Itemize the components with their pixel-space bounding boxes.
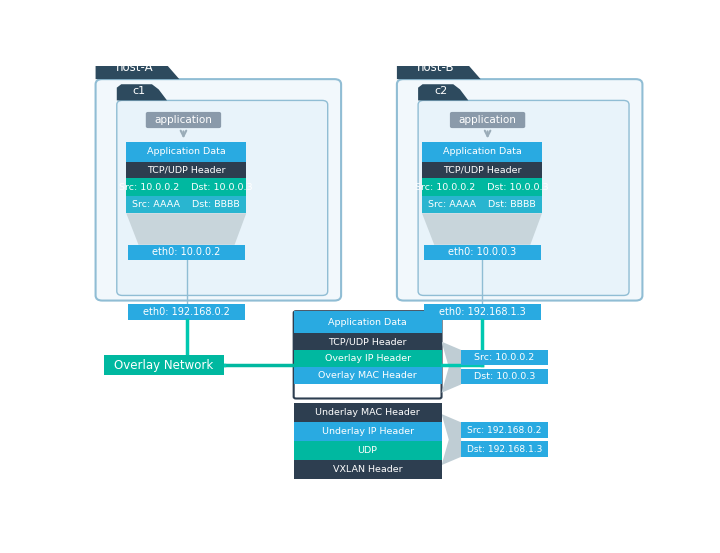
- Bar: [126, 179, 246, 196]
- FancyBboxPatch shape: [294, 311, 441, 399]
- Bar: [126, 162, 246, 179]
- Bar: [294, 403, 441, 422]
- Bar: [461, 369, 547, 384]
- Bar: [423, 245, 541, 260]
- Text: Src: AAAA    Dst: BBBB: Src: AAAA Dst: BBBB: [428, 200, 536, 209]
- Bar: [461, 441, 547, 457]
- Text: application: application: [459, 115, 516, 125]
- Text: eth0: 192.168.0.2: eth0: 192.168.0.2: [143, 307, 230, 317]
- Text: VXLAN Header: VXLAN Header: [333, 465, 402, 474]
- Bar: [422, 142, 542, 162]
- Bar: [461, 422, 547, 437]
- Bar: [461, 350, 547, 366]
- Text: eth0: 192.168.1.3: eth0: 192.168.1.3: [439, 307, 526, 317]
- Polygon shape: [441, 414, 461, 465]
- Text: Dst: 192.168.1.3: Dst: 192.168.1.3: [467, 445, 542, 453]
- Polygon shape: [126, 213, 246, 245]
- Bar: [126, 142, 246, 162]
- Bar: [294, 311, 441, 333]
- Bar: [128, 245, 245, 260]
- Bar: [422, 179, 542, 196]
- Bar: [294, 333, 441, 351]
- Text: Src: 192.168.0.2: Src: 192.168.0.2: [467, 425, 541, 435]
- Bar: [126, 196, 246, 213]
- Text: Application Data: Application Data: [443, 148, 521, 156]
- Text: Dst: 10.0.0.3: Dst: 10.0.0.3: [474, 372, 535, 381]
- FancyBboxPatch shape: [117, 101, 328, 295]
- Polygon shape: [96, 59, 179, 79]
- FancyBboxPatch shape: [397, 79, 642, 301]
- Text: eth0: 10.0.0.2: eth0: 10.0.0.2: [153, 247, 221, 258]
- Polygon shape: [117, 84, 167, 101]
- Text: Application Data: Application Data: [147, 148, 225, 156]
- Bar: [422, 162, 542, 179]
- Text: Underlay MAC Header: Underlay MAC Header: [315, 408, 420, 417]
- Polygon shape: [418, 84, 468, 101]
- Bar: [294, 441, 441, 460]
- FancyBboxPatch shape: [418, 101, 629, 295]
- FancyBboxPatch shape: [96, 79, 341, 301]
- Bar: [294, 351, 441, 367]
- Text: host-B: host-B: [417, 61, 455, 74]
- Text: Underlay IP Header: Underlay IP Header: [322, 427, 414, 436]
- Text: c1: c1: [132, 86, 146, 96]
- Text: Overlay IP Header: Overlay IP Header: [325, 354, 410, 363]
- Text: TCP/UDP Header: TCP/UDP Header: [147, 166, 225, 175]
- Bar: [104, 356, 224, 375]
- Text: eth0: 10.0.0.3: eth0: 10.0.0.3: [448, 247, 516, 258]
- Bar: [423, 304, 541, 320]
- Polygon shape: [397, 59, 481, 79]
- Text: TCP/UDP Header: TCP/UDP Header: [443, 166, 521, 175]
- Text: Overlay Network: Overlay Network: [114, 359, 214, 372]
- Bar: [294, 460, 441, 479]
- Text: application: application: [155, 115, 212, 125]
- Bar: [294, 367, 441, 384]
- Text: Src: AAAA    Dst: BBBB: Src: AAAA Dst: BBBB: [132, 200, 240, 209]
- Bar: [294, 422, 441, 441]
- Bar: [128, 304, 245, 320]
- Text: Src: 10.0.0.2    Dst: 10.0.0.3: Src: 10.0.0.2 Dst: 10.0.0.3: [120, 183, 253, 192]
- Text: Src: 10.0.0.2    Dst: 10.0.0.3: Src: 10.0.0.2 Dst: 10.0.0.3: [415, 183, 549, 192]
- FancyBboxPatch shape: [145, 112, 221, 128]
- Text: c2: c2: [434, 86, 447, 96]
- Text: Src: 10.0.0.2: Src: 10.0.0.2: [474, 353, 534, 362]
- Polygon shape: [441, 342, 461, 393]
- Text: UDP: UDP: [358, 446, 377, 455]
- Text: host-A: host-A: [116, 61, 153, 74]
- Text: Overlay MAC Header: Overlay MAC Header: [318, 372, 417, 380]
- Bar: [422, 196, 542, 213]
- Text: Application Data: Application Data: [328, 318, 407, 327]
- FancyBboxPatch shape: [450, 112, 526, 128]
- Polygon shape: [422, 213, 542, 245]
- Text: TCP/UDP Header: TCP/UDP Header: [328, 337, 407, 346]
